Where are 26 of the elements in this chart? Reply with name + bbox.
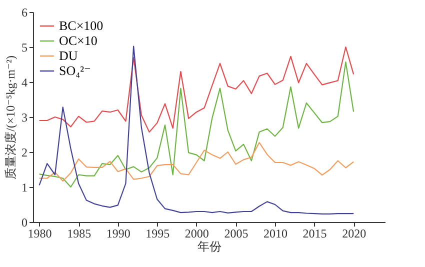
y-tick-label: 2 [22, 146, 28, 160]
line-series [38, 142, 354, 182]
legend-label: OC×10 [59, 33, 98, 48]
y-axis-title: 质量浓度/(×10⁻⁵kg·m⁻²) [4, 56, 18, 180]
x-tick-label: 1990 [106, 226, 130, 240]
x-tick-label: 2015 [302, 226, 327, 240]
x-tick-label: 2020 [342, 226, 366, 240]
x-tick-label: 2005 [224, 226, 248, 240]
legend-label: BC×100 [59, 18, 104, 33]
y-tick-label: 3 [22, 110, 28, 124]
y-tick-label: 0 [22, 216, 28, 230]
y-tick-label: 4 [22, 76, 28, 90]
y-tick-label: 6 [22, 6, 28, 20]
line-series [38, 46, 354, 133]
x-tick-label: 1980 [28, 226, 52, 240]
x-tick-label: 1985 [67, 226, 92, 240]
x-tick-label: 2000 [184, 226, 209, 240]
legend-label: SO₄²⁻ [59, 63, 91, 78]
x-axis-title: 年份 [198, 240, 222, 254]
y-tick-label: 5 [22, 40, 28, 54]
legend-label: DU [59, 48, 78, 63]
x-tick-label: 2010 [264, 226, 288, 240]
y-tick-label: 1 [22, 180, 28, 194]
x-tick-label: 1995 [146, 226, 170, 240]
line-series [38, 62, 354, 188]
line-series [38, 46, 354, 214]
